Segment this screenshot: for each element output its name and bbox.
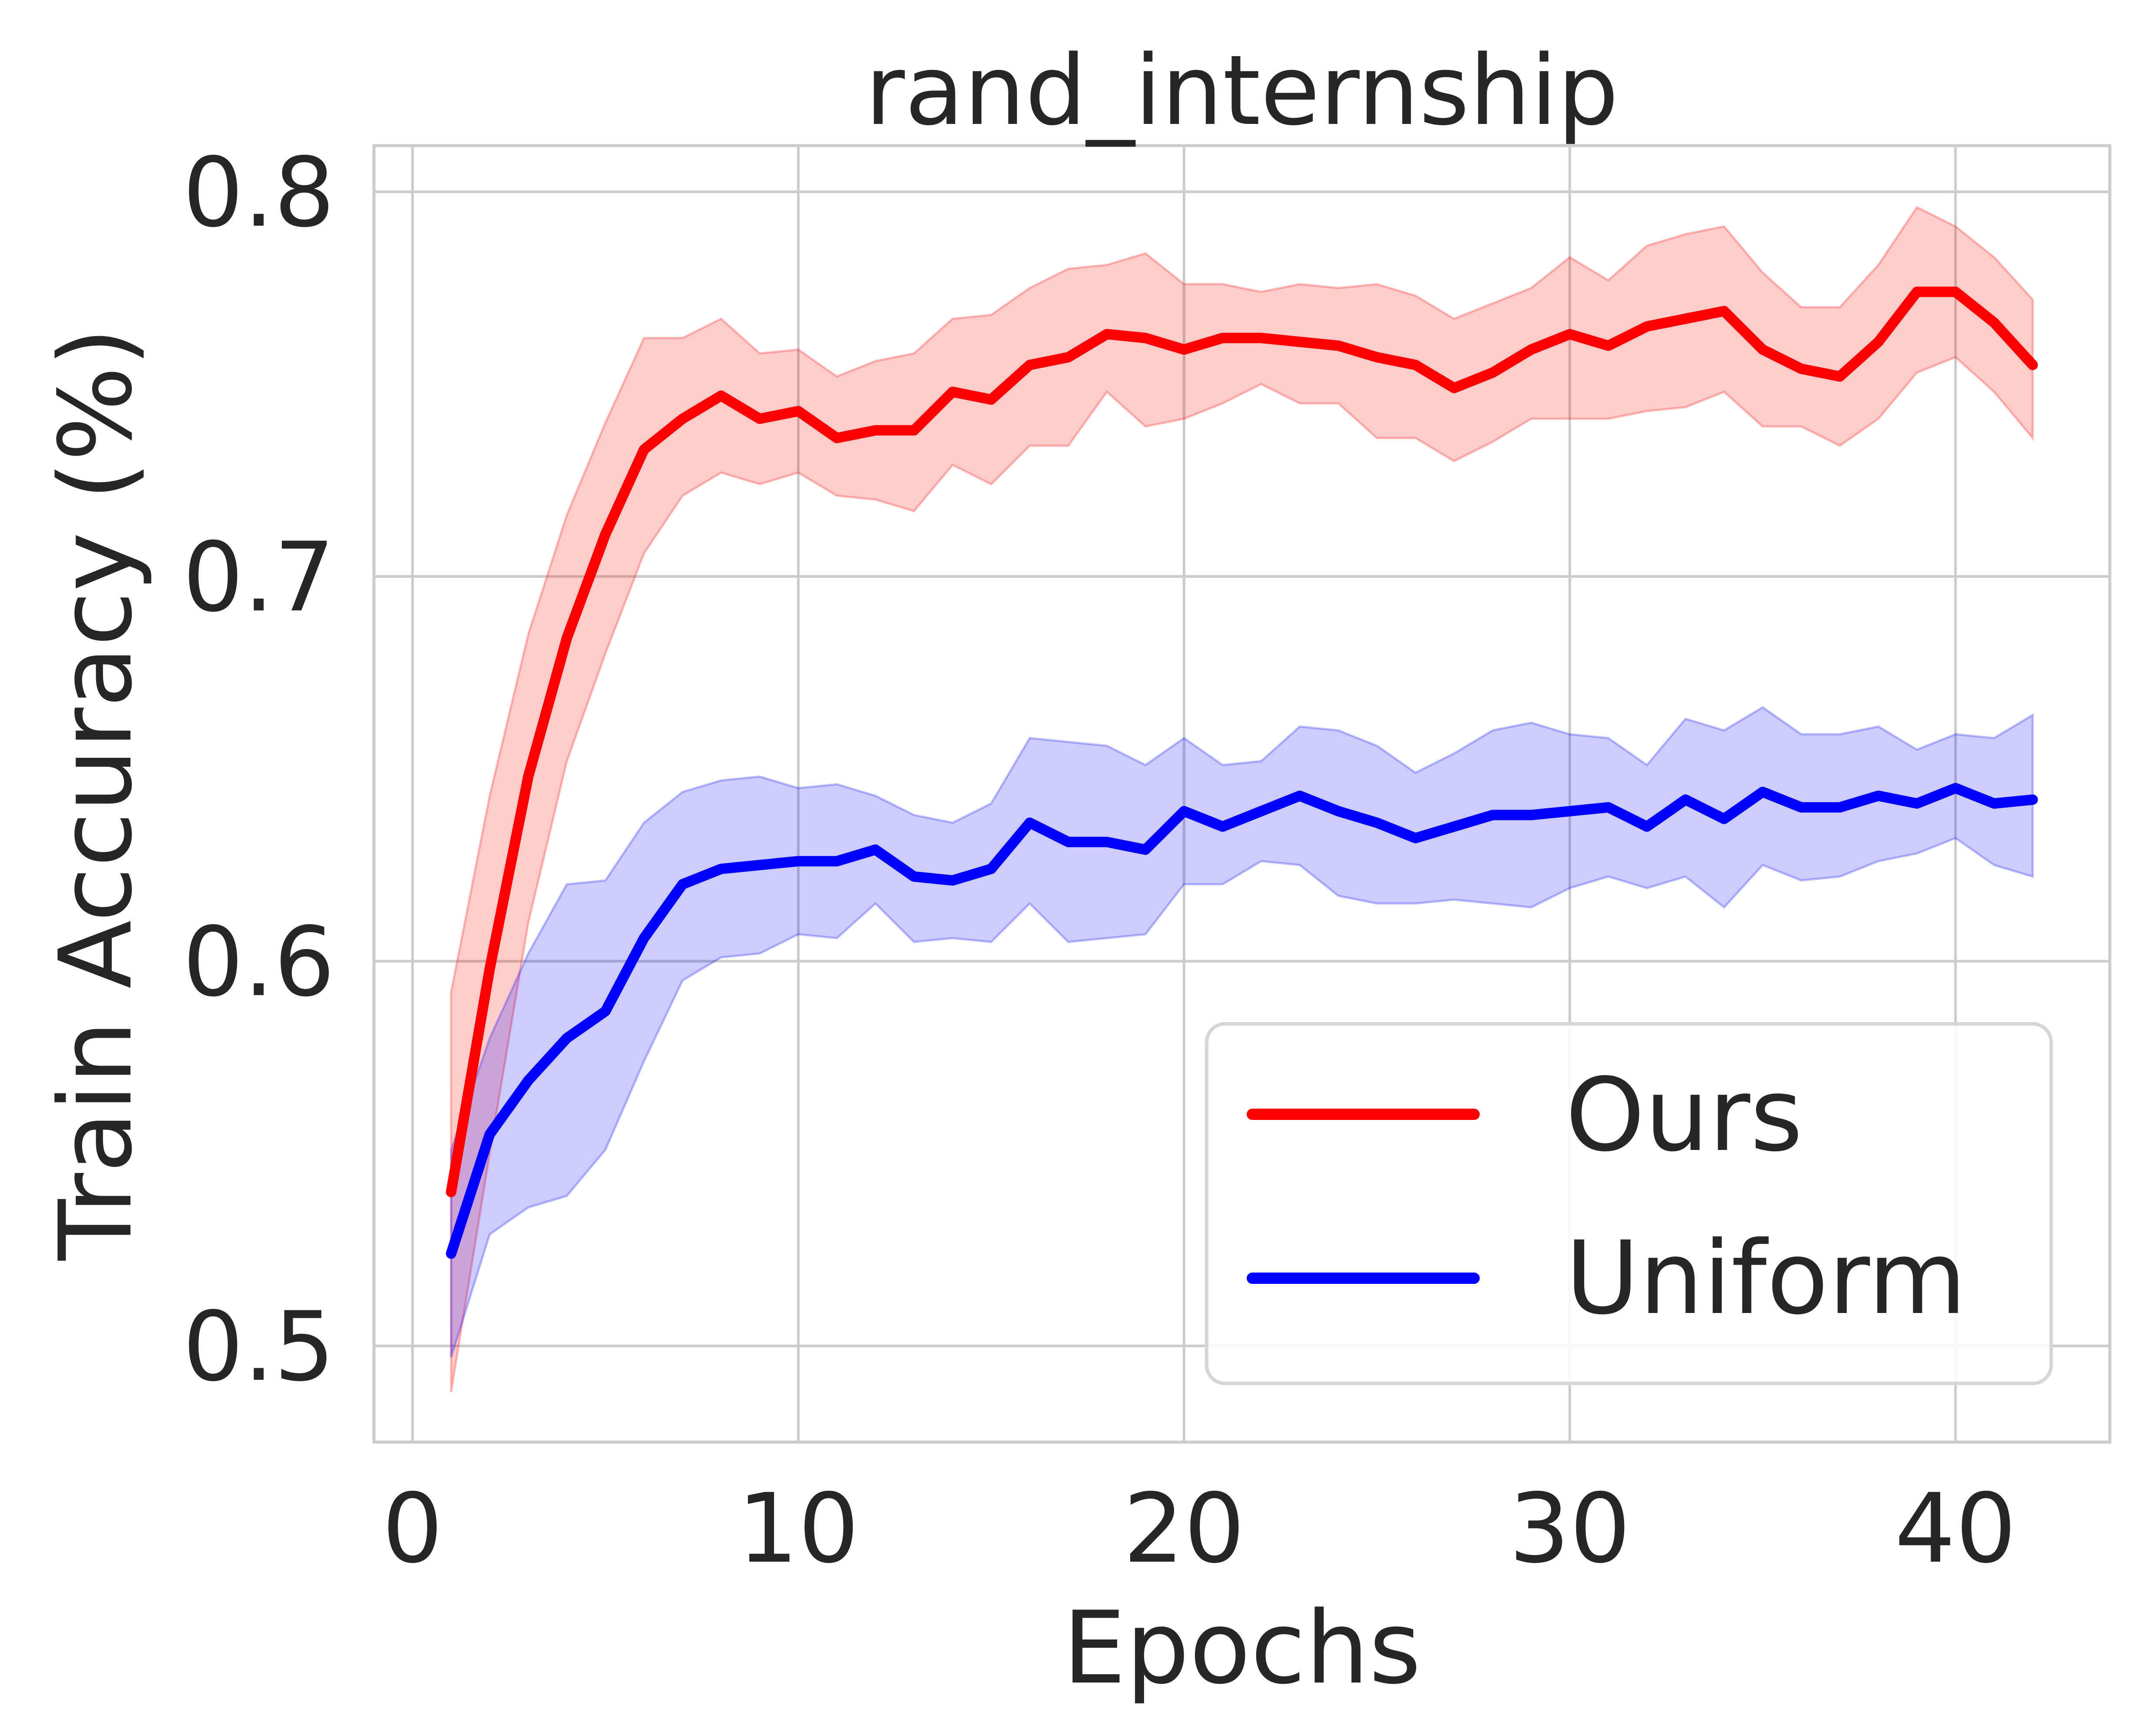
x-axis-label: Epochs	[1063, 1590, 1421, 1706]
plot-frame	[372, 144, 2112, 1444]
x-tick-label: 20	[1123, 1473, 1245, 1584]
y-tick-label: 0.7	[183, 522, 335, 633]
chart-title: rand_internship	[865, 35, 1619, 147]
x-tick-labels: 0 10 20 30 40	[382, 1473, 2016, 1584]
legend-label-ours: Ours	[1565, 1056, 1803, 1174]
band-ours	[450, 206, 2034, 1393]
x-tick-label: 10	[737, 1473, 859, 1584]
y-tick-label: 0.8	[183, 137, 335, 248]
band-uniform	[450, 706, 2034, 1358]
series-line-uniform	[446, 783, 2038, 1259]
y-axis-label: Train Accuracy (%)	[38, 327, 154, 1261]
y-tick-labels: 0.5 0.6 0.7 0.8	[183, 137, 335, 1403]
x-tick-label: 30	[1509, 1473, 1631, 1584]
legend-label-uniform: Uniform	[1565, 1220, 1966, 1337]
x-tick-label: 40	[1895, 1473, 2016, 1584]
x-tick-label: 0	[382, 1473, 443, 1584]
y-tick-label: 0.5	[183, 1291, 335, 1403]
confidence-bands	[450, 206, 2034, 1393]
series-line-ours	[446, 287, 2038, 1197]
legend: Ours Uniform	[1205, 1022, 2053, 1385]
y-tick-label: 0.6	[183, 906, 335, 1018]
series-lines	[446, 287, 2038, 1259]
